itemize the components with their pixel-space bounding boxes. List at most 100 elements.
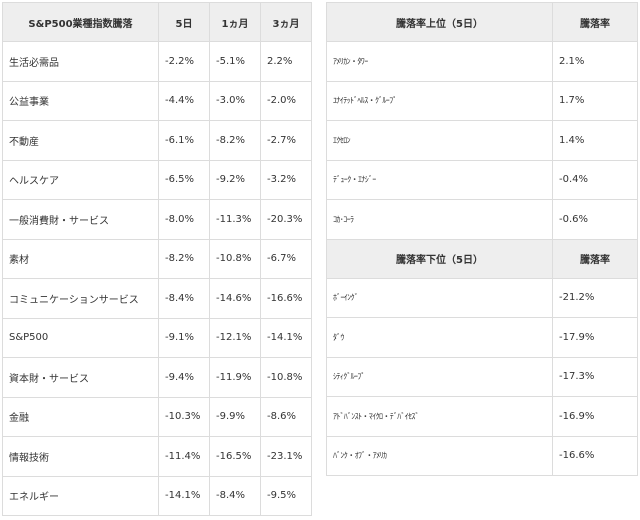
bottom-table-body: ﾎﾞｰｲﾝｸﾞ -21.2% ﾀﾞｳ -17.9% ｼﾃｨｸﾞﾙｰﾌﾟ -17.3% ｱﾄﾞ… <box>326 277 638 476</box>
sector-name-cell: 一般消費財・サービス <box>2 199 159 240</box>
stock-rate-cell: 1.4% <box>552 120 638 161</box>
sector-table-header-row: S&P500業種指数騰落 5日 1ヵ月 3ヵ月 <box>2 2 312 42</box>
bottom-table-header-row: 騰落率下位（5日） 騰落率 <box>326 238 638 279</box>
stock-name-cell: ﾊﾞﾝｸ・ｵﾌﾞ・ｱﾒﾘｶ <box>326 435 553 476</box>
stock-row: ﾃﾞｭｰｸ・ｴﾅｼﾞｰ -0.4% <box>326 159 638 200</box>
five-day-cell: -4.4% <box>158 80 210 121</box>
stock-rate-cell: -16.6% <box>552 435 638 476</box>
stock-row: ﾎﾞｰｲﾝｸﾞ -21.2% <box>326 277 638 318</box>
stock-rate-cell: -17.3% <box>552 356 638 397</box>
five-day-cell: -8.4% <box>158 278 210 319</box>
three-month-column-header: 3ヵ月 <box>260 2 312 42</box>
stock-name-cell: ｱﾄﾞﾊﾞﾝｽﾄ・ﾏｲｸﾛ・ﾃﾞﾊﾞｲｾｽﾞ <box>326 396 553 437</box>
three-month-cell: -2.7% <box>260 120 312 161</box>
stock-rate-cell: -0.4% <box>552 159 638 200</box>
stock-row: ﾕﾅｲﾃｯﾄﾞﾍﾙｽ・ｸﾞﾙｰﾌﾟ 1.7% <box>326 80 638 121</box>
five-day-cell: -11.4% <box>158 436 210 477</box>
one-month-cell: -3.0% <box>209 80 261 121</box>
one-month-cell: -8.4% <box>209 475 261 516</box>
stock-row: ｱﾒﾘｶﾝ・ﾀﾜｰ 2.1% <box>326 41 638 82</box>
sector-name-cell: 素材 <box>2 238 159 279</box>
sector-row: S&P500 -9.1% -12.1% -14.1% <box>2 317 312 358</box>
sector-row: コミュニケーションサービス -8.4% -14.6% -16.6% <box>2 278 312 319</box>
stock-row: ﾊﾞﾝｸ・ｵﾌﾞ・ｱﾒﾘｶ -16.6% <box>326 435 638 476</box>
sector-name-cell: S&P500 <box>2 317 159 358</box>
stock-row: ｺｶ･ｺｰﾗ -0.6% <box>326 199 638 240</box>
five-day-cell: -9.4% <box>158 357 210 398</box>
stock-rate-cell: -16.9% <box>552 396 638 437</box>
stock-name-cell: ｴｸｾﾛﾝ <box>326 120 553 161</box>
stock-rate-cell: 2.1% <box>552 41 638 82</box>
sector-row: ヘルスケア -6.5% -9.2% -3.2% <box>2 159 312 200</box>
sector-name-cell: コミュニケーションサービス <box>2 278 159 319</box>
three-month-cell: -20.3% <box>260 199 312 240</box>
sector-name-cell: 不動産 <box>2 120 159 161</box>
five-day-cell: -2.2% <box>158 41 210 82</box>
five-day-cell: -8.2% <box>158 238 210 279</box>
stock-name-cell: ｺｶ･ｺｰﾗ <box>326 199 553 240</box>
sector-row: 生活必需品 -2.2% -5.1% 2.2% <box>2 41 312 82</box>
top-movers-table: 騰落率上位（5日） 騰落率 ｱﾒﾘｶﾝ・ﾀﾜｰ 2.1% ﾕﾅｲﾃｯﾄﾞﾍﾙｽ・ｸﾞ… <box>326 2 638 476</box>
stock-name-cell: ｱﾒﾘｶﾝ・ﾀﾜｰ <box>326 41 553 82</box>
one-month-cell: -11.3% <box>209 199 261 240</box>
one-month-cell: -9.9% <box>209 396 261 437</box>
sector-row: 情報技術 -11.4% -16.5% -23.1% <box>2 436 312 477</box>
stock-row: ﾀﾞｳ -17.9% <box>326 317 638 358</box>
sector-name-cell: 公益事業 <box>2 80 159 121</box>
three-month-cell: -23.1% <box>260 436 312 477</box>
sector-column-header: S&P500業種指数騰落 <box>2 2 159 42</box>
one-month-cell: -16.5% <box>209 436 261 477</box>
stock-name-cell: ﾕﾅｲﾃｯﾄﾞﾍﾙｽ・ｸﾞﾙｰﾌﾟ <box>326 80 553 121</box>
bottom-movers-column-header: 騰落率下位（5日） <box>326 238 553 279</box>
three-month-cell: -2.0% <box>260 80 312 121</box>
three-month-cell: -10.8% <box>260 357 312 398</box>
stock-row: ｴｸｾﾛﾝ 1.4% <box>326 120 638 161</box>
sector-table-body: 生活必需品 -2.2% -5.1% 2.2% 公益事業 -4.4% -3.0% -2.0% 不動… <box>2 41 312 516</box>
bottom-rate-column-header: 騰落率 <box>552 238 638 279</box>
stock-name-cell: ｼﾃｨｸﾞﾙｰﾌﾟ <box>326 356 553 397</box>
top-table-body: ｱﾒﾘｶﾝ・ﾀﾜｰ 2.1% ﾕﾅｲﾃｯﾄﾞﾍﾙｽ・ｸﾞﾙｰﾌﾟ 1.7% ｴｸｾﾛﾝ 1… <box>326 41 638 240</box>
one-month-cell: -5.1% <box>209 41 261 82</box>
stock-rate-cell: 1.7% <box>552 80 638 121</box>
stock-row: ｱﾄﾞﾊﾞﾝｽﾄ・ﾏｲｸﾛ・ﾃﾞﾊﾞｲｾｽﾞ -16.9% <box>326 396 638 437</box>
three-month-cell: -8.6% <box>260 396 312 437</box>
stock-name-cell: ﾀﾞｳ <box>326 317 553 358</box>
five-day-cell: -9.1% <box>158 317 210 358</box>
one-month-cell: -12.1% <box>209 317 261 358</box>
five-day-cell: -14.1% <box>158 475 210 516</box>
stock-row: ｼﾃｨｸﾞﾙｰﾌﾟ -17.3% <box>326 356 638 397</box>
one-month-cell: -10.8% <box>209 238 261 279</box>
sector-row: 素材 -8.2% -10.8% -6.7% <box>2 238 312 279</box>
sector-name-cell: ヘルスケア <box>2 159 159 200</box>
one-month-column-header: 1ヵ月 <box>209 2 261 42</box>
one-month-cell: -11.9% <box>209 357 261 398</box>
sector-row: 一般消費財・サービス -8.0% -11.3% -20.3% <box>2 199 312 240</box>
five-day-cell: -6.1% <box>158 120 210 161</box>
five-day-cell: -6.5% <box>158 159 210 200</box>
sector-performance-table: S&P500業種指数騰落 5日 1ヵ月 3ヵ月 生活必需品 -2.2% -5.1% 2… <box>2 2 312 516</box>
stock-rate-cell: -17.9% <box>552 317 638 358</box>
sector-name-cell: 金融 <box>2 396 159 437</box>
stock-name-cell: ﾃﾞｭｰｸ・ｴﾅｼﾞｰ <box>326 159 553 200</box>
one-month-cell: -8.2% <box>209 120 261 161</box>
three-month-cell: -6.7% <box>260 238 312 279</box>
three-month-cell: 2.2% <box>260 41 312 82</box>
five-day-column-header: 5日 <box>158 2 210 42</box>
sector-name-cell: 情報技術 <box>2 436 159 477</box>
one-month-cell: -14.6% <box>209 278 261 319</box>
stock-rate-cell: -21.2% <box>552 277 638 318</box>
sector-row: 不動産 -6.1% -8.2% -2.7% <box>2 120 312 161</box>
sector-row: 金融 -10.3% -9.9% -8.6% <box>2 396 312 437</box>
top-table-header-row: 騰落率上位（5日） 騰落率 <box>326 2 638 42</box>
sector-row: 公益事業 -4.4% -3.0% -2.0% <box>2 80 312 121</box>
top-movers-column-header: 騰落率上位（5日） <box>326 2 553 42</box>
sector-name-cell: 資本財・サービス <box>2 357 159 398</box>
sector-name-cell: 生活必需品 <box>2 41 159 82</box>
three-month-cell: -16.6% <box>260 278 312 319</box>
stock-name-cell: ﾎﾞｰｲﾝｸﾞ <box>326 277 553 318</box>
three-month-cell: -9.5% <box>260 475 312 516</box>
three-month-cell: -3.2% <box>260 159 312 200</box>
top-rate-column-header: 騰落率 <box>552 2 638 42</box>
sector-row: エネルギー -14.1% -8.4% -9.5% <box>2 475 312 516</box>
three-month-cell: -14.1% <box>260 317 312 358</box>
